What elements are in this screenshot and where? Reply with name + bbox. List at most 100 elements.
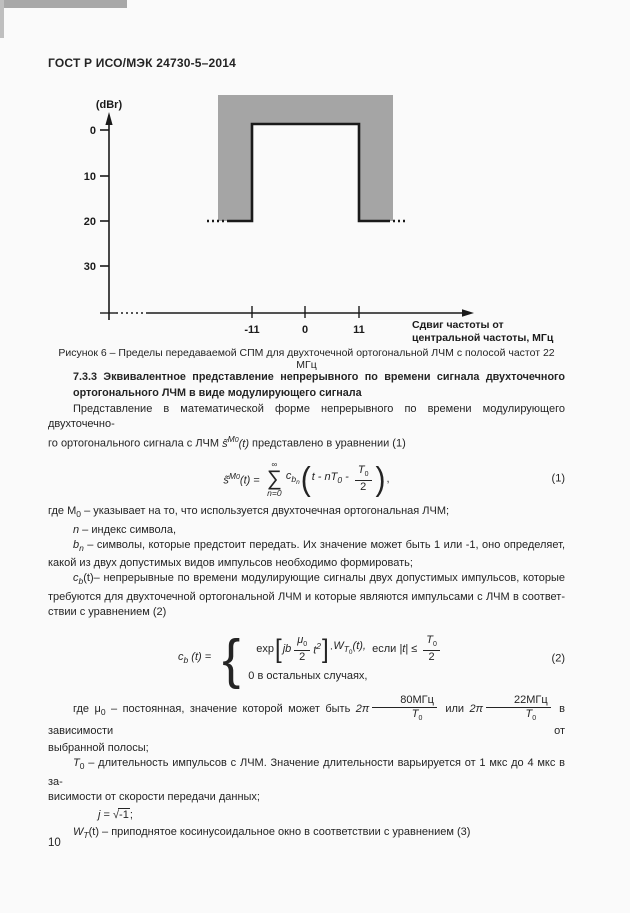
math-fragment: 0 (76, 509, 82, 520)
math-fragment: c (73, 572, 79, 585)
heading-line: ортогонального ЛЧМ в виде модулирующего … (73, 387, 362, 399)
math-fragment: = (250, 474, 263, 487)
math-fragment: c (285, 469, 292, 482)
scan-artifact-top (0, 0, 127, 8)
text-line: T0 – длительность импульсов с ЛЧМ. Значе… (48, 756, 565, 790)
text-fragment: или (439, 703, 470, 716)
cases-block: exp [ jb μ0 2 t2 ] · WT0(t), если |t| ≤ T… (246, 634, 443, 684)
math-fragment: T (343, 643, 349, 654)
sum-lower-limit: n=0 (267, 487, 282, 498)
equation-2: cb (t) = { exp [ jb μ0 2 t2 ] · WT0(t), е… (48, 627, 565, 691)
math-fragment: W (333, 639, 344, 652)
math-fragment: (t) (239, 474, 251, 487)
case-row-1: exp [ jb μ0 2 t2 ] · WT0(t), если |t| ≤ T… (246, 634, 443, 664)
fraction-denominator: 2 (360, 480, 367, 493)
math-fragment: t2 (313, 639, 321, 659)
fraction: T0 2 (423, 634, 440, 664)
math-fragment: 2 (316, 641, 321, 652)
cases-brace: { (222, 628, 241, 690)
math-fragment: 0 (303, 641, 308, 649)
math-fragment: cb (t) = (178, 650, 214, 668)
fraction: μ0 2 (294, 634, 311, 664)
math-fragment: cbn (286, 469, 300, 490)
text-fragment: (t)– непрерывные по времени модулирующие… (83, 572, 565, 585)
math-fragment: M (227, 434, 235, 445)
text-line: висимости от скорости передачи данных; (48, 791, 260, 804)
math-fragment: t (313, 644, 317, 657)
fraction-numerator: 80МГц (372, 694, 437, 709)
math-fragment: T (357, 464, 365, 477)
fraction-numerator: 22МГц (486, 694, 551, 709)
math-fragment: b (73, 538, 80, 551)
x-tick-label: -11 (244, 324, 259, 336)
math-fragment: n (79, 543, 84, 554)
equation-2-body: cb (t) = { exp [ jb μ0 2 t2 ] · WT0(t), е… (178, 628, 443, 690)
y-tick-label: 0 (90, 125, 96, 137)
math-fragment: 0 (348, 648, 353, 656)
fraction-numerator: T0 (423, 634, 440, 651)
x-tick-label: 11 (353, 324, 365, 336)
equation-number: (1) (551, 472, 565, 485)
math-fragment: |t| ≤ (399, 642, 421, 655)
math-fragment: 2π (469, 703, 484, 716)
math-fragment: b (78, 576, 84, 587)
math-fragment: 0 (79, 761, 85, 772)
text-fragment: – указывает на то, что используется двух… (81, 505, 450, 518)
math-fragment: 0 (236, 474, 240, 482)
math-fragment: s̃M0(t) = (223, 469, 262, 489)
math-fragment: WT0(t), (333, 639, 366, 660)
fraction-denominator: T0 (501, 708, 537, 724)
equation-1: s̃M0(t) = ∞ ∑ n=0 cbn ( t - nT0 - T0 2 ) , … (48, 457, 565, 501)
spectral-limit-line (228, 122, 388, 223)
mask-shaded-region (218, 95, 393, 221)
math-fragment: j (98, 809, 101, 822)
math-fragment: 0 (532, 715, 537, 723)
text-fragment: в зависимости от (48, 703, 565, 738)
math-fragment: c (178, 651, 184, 664)
text-fragment: ; (129, 809, 133, 822)
math-fragment: 2π (355, 703, 370, 716)
text-fragment: (t) – приподнятое косинусоидальное окно … (88, 826, 471, 839)
text-line: где μ 0 – постоянная, значение которой мо… (48, 694, 565, 739)
math-fragment: (t), (352, 639, 366, 652)
fraction: 80МГц T0 (372, 694, 437, 724)
text-line: требуются для двухточечной ортогональной… (48, 590, 565, 603)
sum-symbol: ∑ (266, 467, 282, 491)
text-fragment: – длительность импульсов с ЛЧМ. Значение… (48, 757, 565, 788)
fraction-denominator: 2 (299, 650, 306, 663)
sum-operator: ∞ ∑ n=0 (267, 461, 282, 497)
text-line: bn – символы, которые предстоит передать… (48, 538, 565, 556)
text-line: ствии с уравнением (2) (48, 606, 167, 619)
x-tick-label: 0 (302, 324, 308, 336)
y-axis-unit-label: (dBr) (96, 99, 123, 111)
math-fragment: T (426, 634, 434, 647)
x-axis-label-line1: Сдвиг частоты от (412, 319, 504, 331)
math-fragment: b (183, 655, 189, 666)
section-heading-7-3-3: 7.3.3 Эквивалентное представление непрер… (73, 369, 565, 401)
page-number: 10 (48, 837, 61, 849)
math-fragment: μ (297, 634, 304, 647)
fraction-denominator: 2 (428, 650, 435, 663)
text-line: WT(t) – приподнятое косинусоидальное окн… (48, 825, 565, 843)
text-line: Представление в математической форме неп… (48, 403, 565, 431)
figure-6-chart: (dBr) 0 10 20 30 -11 0 11 Сдвиг частоты … (84, 95, 554, 344)
text-line: какой из двух допустимых видов импульсов… (48, 557, 413, 570)
math-fragment: n (296, 478, 300, 486)
fraction-denominator: T0 (387, 708, 423, 724)
math-fragment: t - nT0 - (312, 470, 352, 488)
math-fragment: 0 (418, 715, 423, 723)
text-fragment: го ортогонального сигнала с ЛЧМ (48, 438, 223, 451)
math-fragment: exp (256, 642, 275, 655)
text-line: выбранной полосы; (48, 742, 149, 755)
math-fragment: 0 (234, 437, 239, 445)
y-tick-label: 20 (84, 216, 96, 228)
y-tick-label: 10 (84, 171, 96, 183)
math-fragment: , (386, 472, 390, 485)
figure-6: (dBr) 0 10 20 30 -11 0 11 Сдвиг частоты … (60, 88, 580, 344)
math-fragment: 0 (337, 475, 343, 486)
math-fragment: - (342, 471, 352, 484)
text-fragment: где M (48, 505, 77, 518)
text-fragment: где μ (73, 703, 101, 716)
text-fragment: – постоянная, значение которой может быт… (105, 703, 356, 716)
